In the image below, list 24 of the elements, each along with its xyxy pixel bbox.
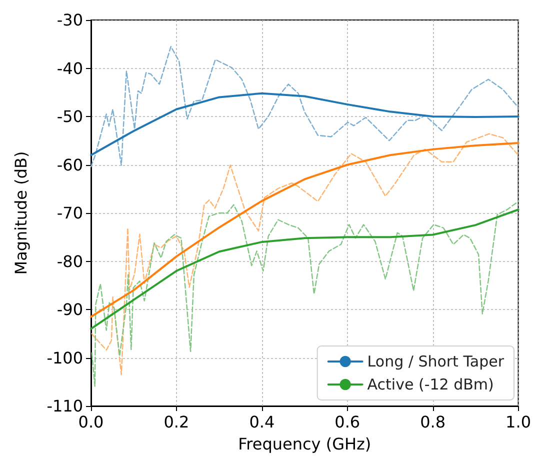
- legend-label: Long / Short Taper: [367, 352, 505, 370]
- x-axis-title: Frequency (GHz): [238, 434, 372, 454]
- y-tick-label: -90: [56, 300, 83, 319]
- y-tick-label: -100: [46, 348, 83, 368]
- line-series: [90, 46, 519, 168]
- y-tick-label: -110: [46, 396, 83, 416]
- y-tick-label: -40: [56, 58, 83, 78]
- line-series: [91, 133, 519, 376]
- x-tick-label: 0.0: [78, 412, 104, 432]
- line-series: [90, 92, 520, 156]
- y-tick-label: -50: [56, 107, 83, 126]
- y-tick-label: -30: [56, 10, 83, 30]
- y-tick-label: -60: [56, 155, 83, 174]
- y-axis-title: Magnitude (dB): [12, 151, 30, 275]
- y-tick-label: -80: [56, 252, 83, 271]
- legend-label: Active (-12 dBm): [367, 376, 494, 394]
- x-tick-label: 1.0: [506, 412, 532, 432]
- x-tick-label: 0.2: [164, 412, 190, 432]
- x-tick-label: 0.8: [420, 412, 446, 432]
- x-tick-label: 0.6: [334, 412, 360, 432]
- line-series: [90, 208, 520, 330]
- line-series: [90, 142, 520, 318]
- y-tick-label: -70: [56, 204, 83, 222]
- x-tick-label: 0.4: [249, 412, 275, 432]
